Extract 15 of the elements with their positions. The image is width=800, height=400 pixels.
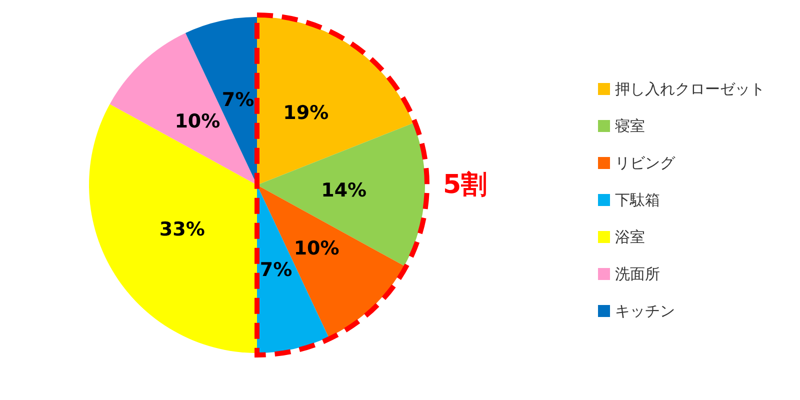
data-label: 33% <box>159 218 205 240</box>
legend-label: 浴室 <box>615 228 645 246</box>
data-label: 7% <box>260 258 292 281</box>
legend-label: 押し入れクローゼット <box>615 80 765 98</box>
legend-label: キッチン <box>615 302 675 320</box>
legend-label: リビング <box>615 154 676 172</box>
data-label: 19% <box>283 102 329 124</box>
data-label: 10% <box>294 237 340 260</box>
legend-label: 洗面所 <box>615 265 660 283</box>
text: 5割 <box>443 169 488 202</box>
data-label: 14% <box>321 179 367 202</box>
data-label: 10% <box>174 110 220 133</box>
legend-label: 下駄箱 <box>615 191 660 209</box>
data-label: 7% <box>222 89 254 112</box>
legend-label: 寝室 <box>615 117 645 135</box>
